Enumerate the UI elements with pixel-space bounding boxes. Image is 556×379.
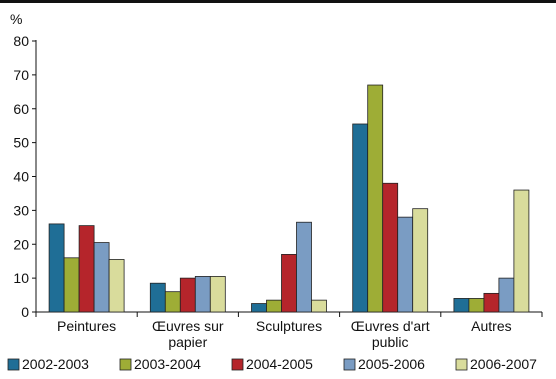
bar xyxy=(281,254,297,313)
bar xyxy=(63,257,80,313)
bar xyxy=(453,298,470,313)
y-unit-label: % xyxy=(10,11,22,27)
y-tick-label: 20 xyxy=(13,236,29,252)
y-tick-label: 80 xyxy=(13,33,29,49)
bar xyxy=(209,276,226,313)
bar xyxy=(296,221,312,313)
bar xyxy=(194,276,211,313)
bar xyxy=(266,299,282,313)
legend-swatch xyxy=(231,358,244,371)
legend-label: 2005-2006 xyxy=(358,356,425,372)
bar xyxy=(367,84,384,313)
y-tick-label: 30 xyxy=(13,202,29,218)
bar xyxy=(251,303,267,313)
bar xyxy=(498,277,515,313)
legend-label: 2002-2003 xyxy=(22,356,89,372)
legend-label: 2003-2004 xyxy=(134,356,201,372)
bar xyxy=(483,292,500,313)
category-label: Peintures xyxy=(57,318,116,334)
category-label: Œuvres sur xyxy=(152,318,224,334)
bars xyxy=(48,84,530,313)
legend-label: 2006-2007 xyxy=(470,356,537,372)
legend-swatch xyxy=(343,358,356,371)
bar xyxy=(48,223,65,313)
bar xyxy=(352,123,369,313)
legend-label: 2004-2005 xyxy=(246,356,313,372)
category-label: Œuvres d'art xyxy=(351,318,430,334)
category-label: Autres xyxy=(471,318,511,334)
bar xyxy=(164,291,181,313)
bar xyxy=(468,298,485,313)
y-tick-label: 0 xyxy=(21,304,29,320)
y-tick-label: 50 xyxy=(13,135,29,151)
category-label: public xyxy=(372,334,409,350)
bar xyxy=(179,277,196,313)
y-tick-label: 70 xyxy=(13,67,29,83)
y-tick-label: 10 xyxy=(13,270,29,286)
category-label: Sculptures xyxy=(256,318,322,334)
category-label: papier xyxy=(168,334,207,350)
bar xyxy=(412,208,429,313)
bar xyxy=(149,282,166,313)
bar xyxy=(513,189,530,313)
bar xyxy=(108,259,125,313)
bar xyxy=(93,242,110,313)
y-tick-label: 40 xyxy=(13,169,29,185)
legend-swatch xyxy=(119,358,132,371)
bar xyxy=(397,216,414,313)
bar xyxy=(382,182,399,313)
y-tick-label: 60 xyxy=(13,101,29,117)
top-rule xyxy=(0,0,556,3)
bar xyxy=(311,299,327,313)
legend-swatch xyxy=(7,358,20,371)
bar xyxy=(78,225,95,313)
legend-swatch xyxy=(455,358,468,371)
legend: 2002-2003 2003-2004 2004-2005 2005-2006 2006… xyxy=(7,356,537,372)
